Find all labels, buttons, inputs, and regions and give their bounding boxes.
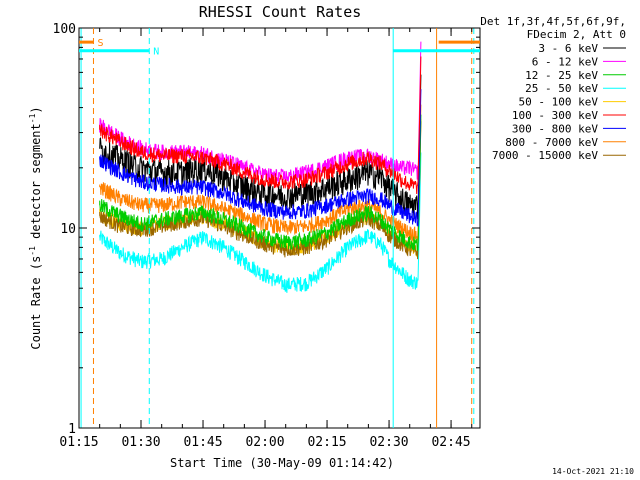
legend-label: 6 - 12 keV <box>532 55 599 68</box>
series-layer <box>99 41 422 293</box>
legend-label: 50 - 100 keV <box>519 96 599 109</box>
x-tick-label: 01:30 <box>121 435 160 450</box>
series-line <box>99 74 422 220</box>
legend-header-line-2: FDecim 2, Att 0 <box>527 28 626 41</box>
marker-layer: SN <box>79 28 480 428</box>
y-axis-label: Count Rate (s-1 detector segment-1) <box>28 106 43 349</box>
series-line <box>99 118 422 258</box>
legend-label: 25 - 50 keV <box>525 82 598 95</box>
x-tick-label: 02:45 <box>431 435 470 450</box>
series-line <box>99 56 422 195</box>
legend-label: 300 - 800 keV <box>512 122 598 135</box>
y-tick-label: 100 <box>53 22 76 37</box>
legend-label: 7000 - 15000 keV <box>492 149 598 162</box>
y-axis-label-sup2: -1 <box>28 113 37 123</box>
y-axis-label-tail: detector segment <box>29 123 43 246</box>
state-bar-label: S <box>97 38 103 49</box>
y-tick-label: 10 <box>60 222 76 237</box>
y-tick-label: 1 <box>68 422 76 437</box>
legend-header-line-1: Det 1f,3f,4f,5f,6f,9f, <box>480 15 626 28</box>
y-axis-label-main: Count Rate (s <box>29 256 43 350</box>
legend-label: 12 - 25 keV <box>525 69 598 82</box>
legend-label: 100 - 300 keV <box>512 109 598 122</box>
y-axis: 1 10 100 <box>53 22 480 437</box>
x-tick-label: 02:30 <box>369 435 408 450</box>
chart-title: RHESSI Count Rates <box>199 3 362 21</box>
x-tick-label: 01:45 <box>183 435 222 450</box>
x-tick-label: 02:00 <box>245 435 284 450</box>
x-tick-label: 02:15 <box>307 435 346 450</box>
series-line <box>99 121 422 260</box>
series-line <box>99 152 422 293</box>
series-line <box>99 114 422 251</box>
timestamp: 14-Oct-2021 21:10 <box>552 467 634 476</box>
y-axis-label-sup: -1 <box>28 246 37 256</box>
x-axis: 01:15 01:30 01:45 02:00 02:15 02:30 02:45 <box>59 28 473 450</box>
state-bar-label: N <box>153 47 159 58</box>
legend-label: 800 - 7000 keV <box>505 136 598 149</box>
x-axis-label: Start Time (30-May-09 01:14:42) <box>170 456 394 470</box>
y-axis-label-close: ) <box>29 106 43 113</box>
legend-label: 3 - 6 keV <box>538 42 598 55</box>
series-line <box>99 104 422 242</box>
plot-area: SN <box>78 27 481 429</box>
x-tick-label: 01:15 <box>59 435 98 450</box>
series-line <box>99 89 422 227</box>
legend: Det 1f,3f,4f,5f,6f,9f, FDecim 2, Att 0 3… <box>480 15 626 162</box>
